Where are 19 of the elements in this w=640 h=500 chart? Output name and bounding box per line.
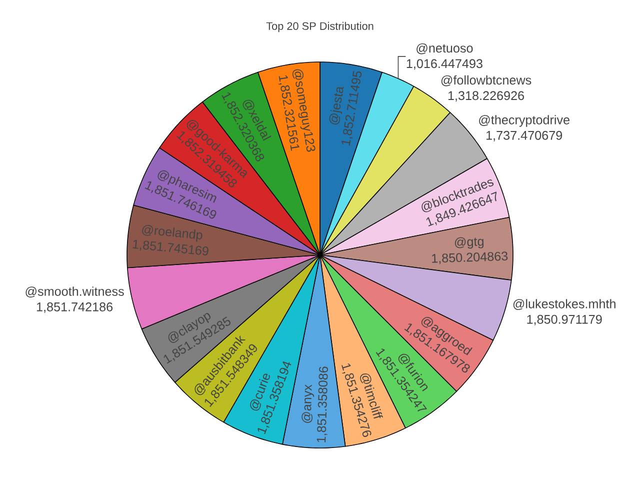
- data-label: 1,852.711495: [342, 71, 362, 146]
- data-label: 1,318.226926: [448, 91, 524, 102]
- data-label: 1,851.745169: [132, 240, 208, 256]
- slice-label: @netuoso: [416, 43, 473, 54]
- slice-label: @jesta: [329, 86, 344, 125]
- slice-label: @smooth.witness: [26, 286, 124, 298]
- slice-label: @followbtcnews: [441, 75, 532, 86]
- slice-label: @thecryptodrive: [479, 115, 570, 127]
- data-label: 1,016.447493: [406, 59, 482, 70]
- slice-label: @roelandp: [142, 225, 202, 242]
- data-label: 1,851.358086: [316, 366, 328, 442]
- data-label: 1,737.470679: [486, 130, 562, 142]
- chart-title: Top 20 SP Distribution: [266, 22, 374, 32]
- slice-label: @lukestokes.mhth: [513, 299, 616, 310]
- data-label: 1,851.742186: [36, 302, 113, 313]
- data-label: 1,850.971179: [527, 314, 602, 326]
- data-label: 1,850.204863: [432, 252, 508, 264]
- slice-label: @gtg: [454, 237, 484, 249]
- slice-label: @anyx: [302, 384, 314, 423]
